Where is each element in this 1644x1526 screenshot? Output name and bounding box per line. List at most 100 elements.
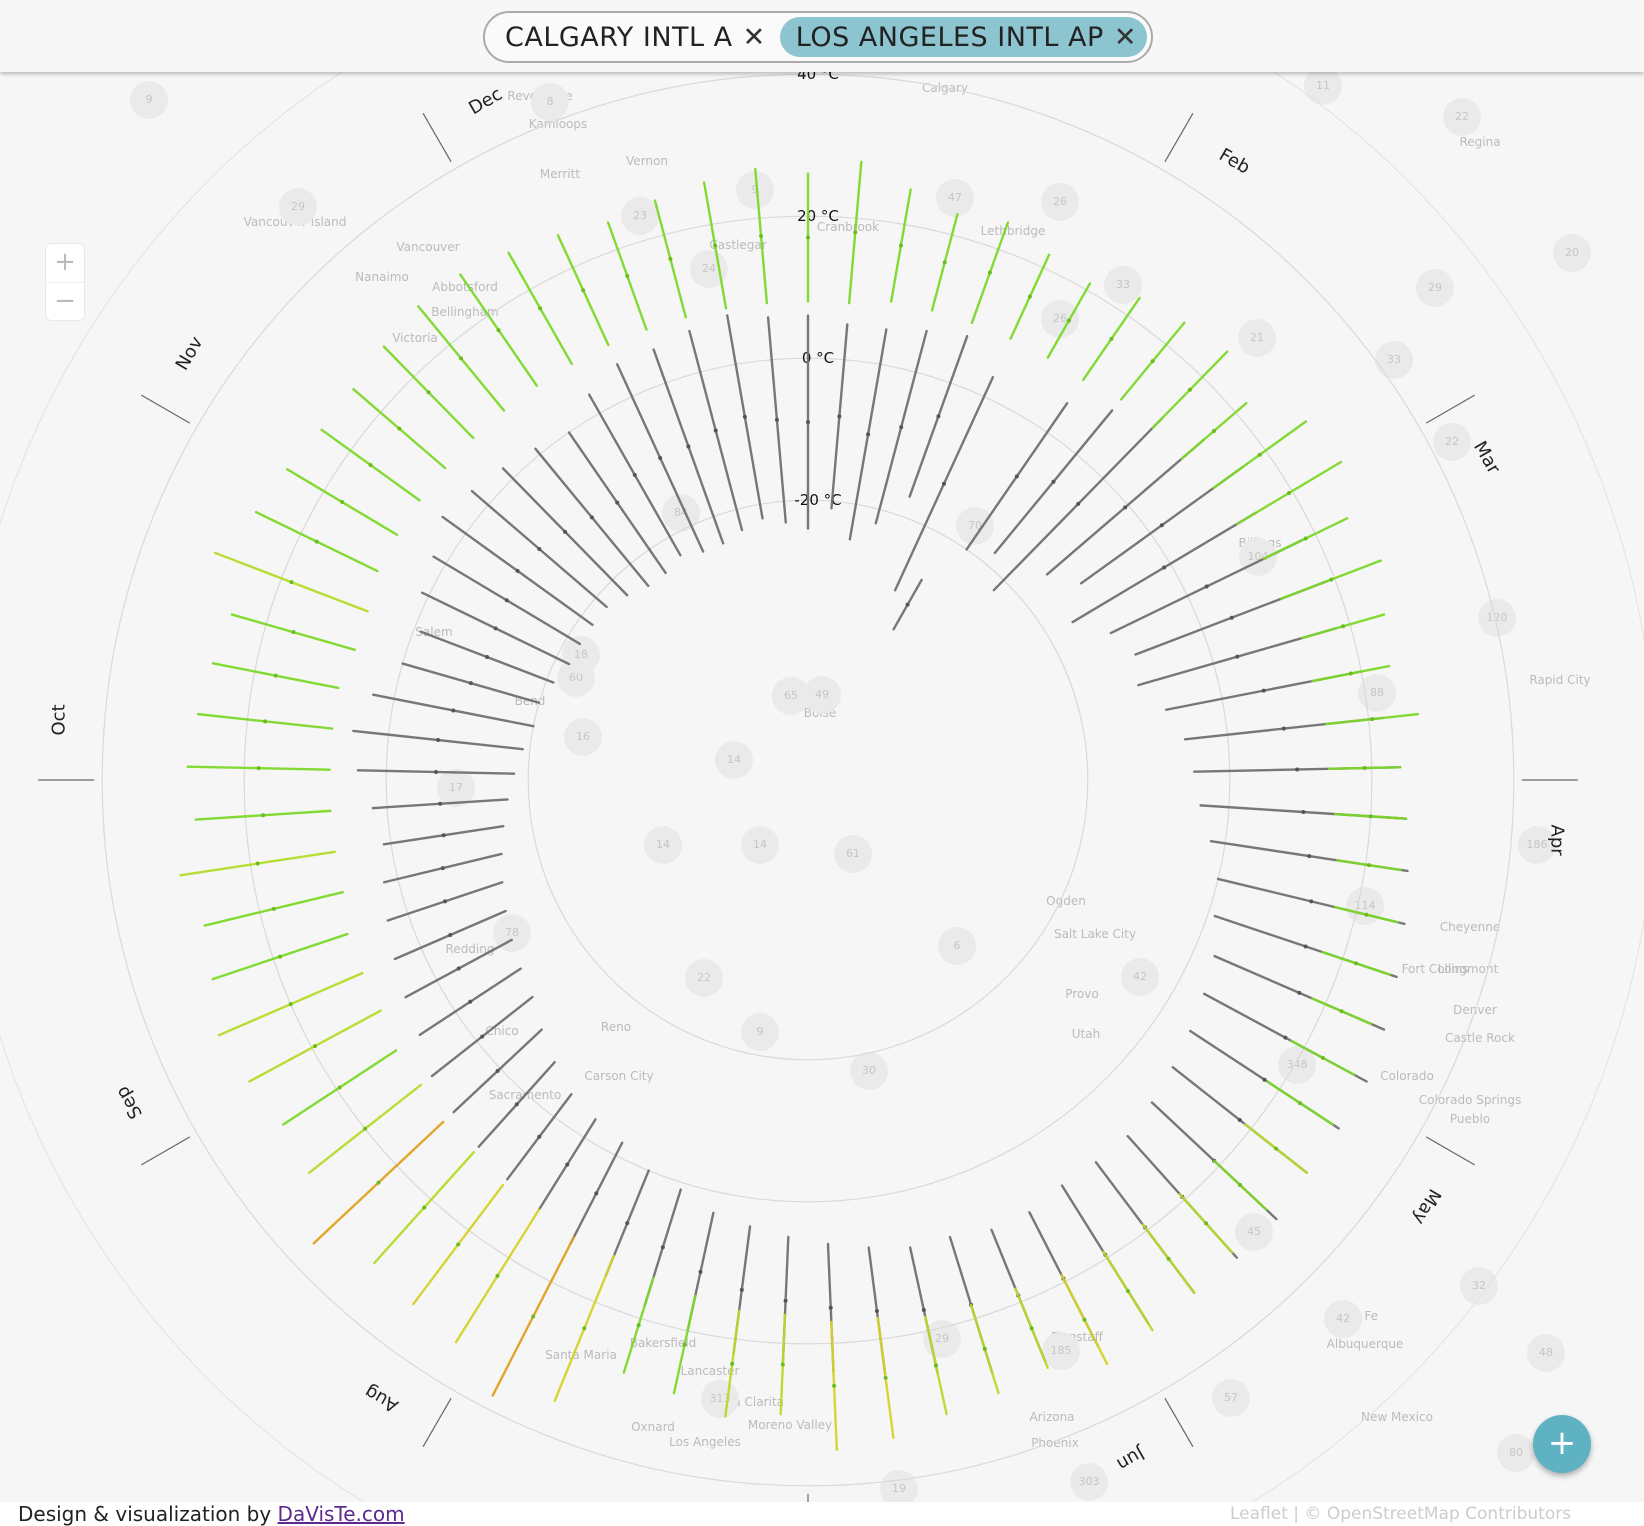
top-bar: CALGARY INTL A ✕ LOS ANGELES INTL AP ✕	[0, 0, 1644, 72]
map-cluster-marker[interactable]: 57	[1212, 1379, 1250, 1417]
map-cluster-marker[interactable]: 185	[1042, 1332, 1080, 1370]
map-cluster-marker[interactable]: 9	[130, 81, 168, 119]
map-cluster-marker[interactable]: 42	[1121, 958, 1159, 996]
month-tick	[141, 1136, 191, 1166]
map-cluster-marker[interactable]: 186	[1518, 826, 1556, 864]
mean-point	[1354, 961, 1359, 966]
map-place-label: Fort Collins	[1401, 962, 1469, 976]
zoom-out-button[interactable]: −	[54, 286, 76, 316]
map-cluster-marker[interactable]: 120	[1478, 599, 1516, 637]
mean-point	[426, 390, 431, 395]
map-cluster-marker[interactable]: 17	[437, 769, 475, 807]
map-cluster-marker[interactable]: 33	[1104, 266, 1142, 304]
mean-point	[668, 256, 673, 261]
map-cluster-marker[interactable]: 114	[1346, 887, 1384, 925]
month-tick	[1164, 113, 1194, 163]
month-tick	[422, 113, 452, 163]
mean-point	[774, 417, 779, 422]
mean-point	[1066, 318, 1071, 323]
close-icon[interactable]: ✕	[742, 21, 766, 53]
mean-point	[531, 1314, 536, 1319]
mean-point	[713, 428, 718, 433]
mean-point	[1029, 1326, 1034, 1331]
mean-point	[1082, 1317, 1087, 1322]
month-label: Dec	[465, 84, 506, 120]
mean-point	[636, 1323, 641, 1328]
map-cluster-marker[interactable]: 26	[1041, 300, 1079, 338]
mean-point	[883, 1375, 888, 1380]
map-cluster-marker[interactable]: 348	[1278, 1046, 1316, 1084]
month-tick	[1425, 1136, 1475, 1166]
map-cluster-marker[interactable]: 20	[1553, 234, 1591, 272]
mean-point	[1295, 767, 1300, 772]
map-cluster-marker[interactable]: 19	[880, 1470, 918, 1508]
add-station-button[interactable]: +	[1533, 1415, 1591, 1473]
map-cluster-marker[interactable]: 22	[1443, 98, 1481, 136]
mean-point	[660, 1245, 665, 1250]
map-cluster-marker[interactable]: 45	[1235, 1213, 1273, 1251]
map-cluster-marker[interactable]: 18	[562, 636, 600, 674]
mean-point	[538, 306, 543, 311]
zoom-in-button[interactable]: +	[46, 244, 84, 283]
mean-point	[456, 1242, 461, 1247]
station-chips: CALGARY INTL A ✕ LOS ANGELES INTL AP ✕	[483, 11, 1153, 63]
mean-point	[742, 414, 747, 419]
mean-point	[658, 455, 663, 460]
map-cluster-marker[interactable]: 22	[1433, 423, 1471, 461]
mean-point	[1204, 584, 1209, 589]
map-place-label: Salt Lake City	[1053, 927, 1137, 941]
map-place-label: Castlegar	[709, 238, 767, 252]
map-cluster-marker[interactable]: 88	[1358, 674, 1396, 712]
map-place-label: Vernon	[626, 154, 668, 168]
map-cluster-marker[interactable]: 11	[1304, 67, 1342, 105]
map-cluster-marker[interactable]: 14	[644, 826, 682, 864]
mean-point	[565, 1162, 570, 1167]
mean-point	[1297, 990, 1302, 995]
map-cluster-marker[interactable]: 21	[1238, 319, 1276, 357]
map-cluster-marker[interactable]: 48	[1527, 1334, 1565, 1372]
station-chip-los-angeles[interactable]: LOS ANGELES INTL AP ✕	[779, 17, 1147, 57]
mean-point	[456, 966, 461, 971]
map-cluster-marker[interactable]: 8	[531, 83, 569, 121]
map-cluster-marker[interactable]: 47	[936, 179, 974, 217]
month-label: Nov	[172, 333, 208, 374]
map-cluster-marker[interactable]: 14	[715, 741, 753, 779]
map-cluster-marker[interactable]: 33	[1375, 341, 1413, 379]
mean-point	[514, 1102, 519, 1107]
map-cluster-marker[interactable]: 42	[1324, 1300, 1362, 1338]
map-cluster-marker[interactable]: 303	[1070, 1463, 1108, 1501]
zoom-control: + −	[45, 243, 85, 321]
map-cluster-marker[interactable]: 84	[662, 494, 700, 532]
map-cluster-marker[interactable]: 29	[279, 188, 317, 226]
mean-point	[291, 630, 296, 635]
map-cluster-marker[interactable]: 29	[1416, 269, 1454, 307]
map-cluster-marker[interactable]: 65	[772, 677, 810, 715]
station-chip-calgary[interactable]: CALGARY INTL A ✕	[505, 17, 766, 57]
map-place-label: Utah	[1071, 1027, 1101, 1041]
map-cluster-marker[interactable]: 22	[685, 959, 723, 997]
mean-point	[730, 1361, 735, 1366]
map-cluster-marker[interactable]: 16	[564, 718, 602, 756]
map-cluster-marker[interactable]: 30	[850, 1052, 888, 1090]
map-place-label: Albuquerque	[1326, 1337, 1404, 1351]
mean-point	[936, 414, 941, 419]
map-cluster-marker[interactable]: 23	[621, 197, 659, 235]
mean-point	[436, 738, 441, 743]
mean-point	[1283, 1035, 1288, 1040]
mean-point	[1329, 577, 1334, 582]
map-cluster-marker[interactable]: 9	[741, 1013, 779, 1051]
map-cluster-marker[interactable]: 6	[938, 927, 976, 965]
mean-point	[1125, 1288, 1130, 1293]
month-label: May	[1408, 1185, 1445, 1228]
mean-point	[921, 1307, 926, 1312]
close-icon[interactable]: ✕	[1113, 21, 1137, 53]
credit-link[interactable]: DaVisTe.com	[277, 1502, 405, 1526]
map-cluster-marker[interactable]: 26	[1041, 183, 1079, 221]
map-cluster-marker[interactable]: 61	[834, 835, 872, 873]
mean-point	[451, 708, 456, 713]
map-background[interactable]: RevelstokeCalgaryReginaKamloopsMerrittVe…	[0, 67, 1644, 1508]
map-cluster-marker[interactable]: 313	[701, 1380, 739, 1418]
map-cluster-marker[interactable]: 80	[1497, 1434, 1535, 1472]
map-cluster-marker[interactable]: 14	[741, 826, 779, 864]
